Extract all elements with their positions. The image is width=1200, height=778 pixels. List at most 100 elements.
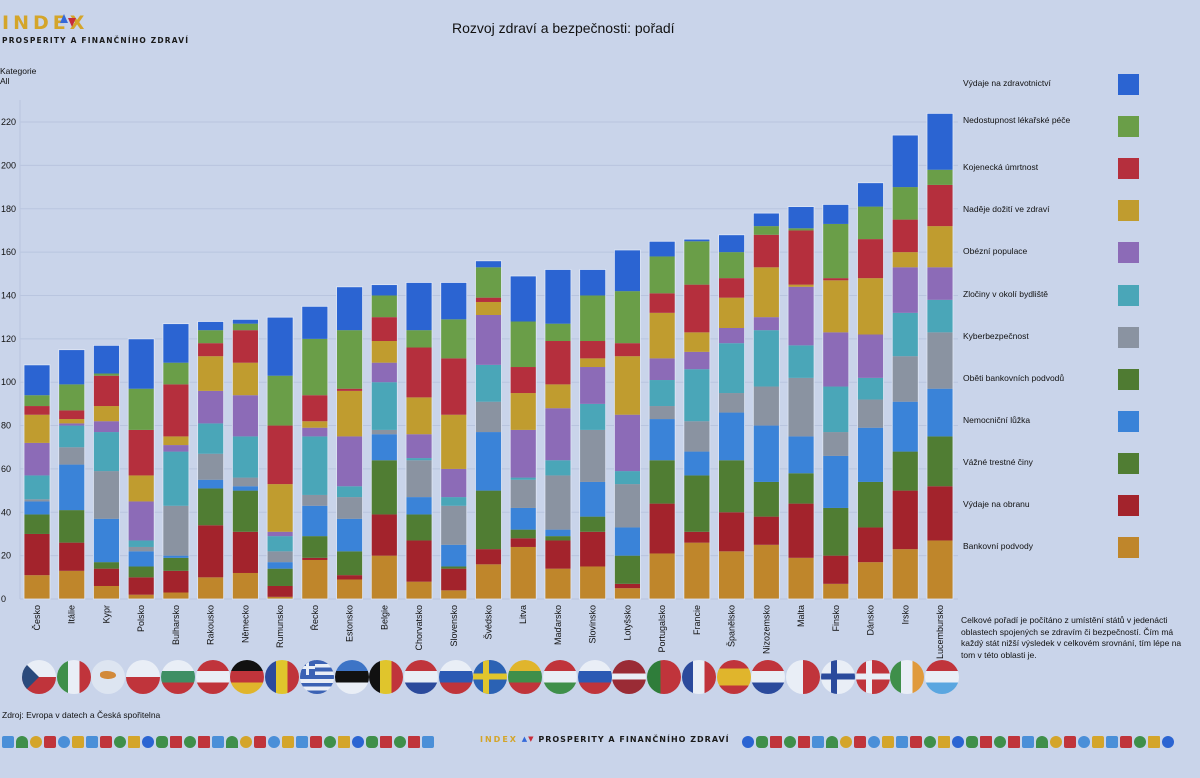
bar-segment[interactable]: Portugalsko – Naděje dožití ve zdraví: 2… [649,312,676,359]
bar-segment[interactable]: Francie – Zločiny v okolí bydliště: 24 [683,369,710,422]
bar-segment[interactable]: Dánsko – Vážné trestné činy: 21 [857,481,884,528]
bar-segment[interactable]: Litva – Nedostupnost lékařské péče: 21 [510,321,537,368]
bar-segment[interactable]: Švédsko – Kyberbezpečnost: 14 [475,401,502,433]
bar-segment[interactable]: Německo – Nedostupnost lékařské péče: 3 [232,323,259,331]
bar-segment[interactable]: Estonsko – Kyberbezpečnost: 10 [336,497,363,519]
bar-segment[interactable]: Kypr – Obézní populace: 5 [93,421,120,433]
bar-segment[interactable]: Kypr – Naděje dožití ve zdraví: 7 [93,406,120,422]
bar-segment[interactable]: Polsko – Obézní populace: 18 [128,501,155,541]
bar-segment[interactable]: Maďarsko – Nemocniční lůžka: 3 [544,529,571,537]
bar-segment[interactable]: Irsko – Zločiny v okolí bydliště: 20 [892,312,919,357]
bar-segment[interactable]: Belgie – Nedostupnost lékařské péče: 10 [371,295,398,318]
bar-segment[interactable]: Švédsko – Naděje dožití ve zdraví: 6 [475,301,502,315]
category-filter[interactable]: Kategorie All [0,66,36,86]
bar-segment[interactable]: Slovinsko – Výdaje na obranu: 16 [579,531,606,567]
bar-segment[interactable]: Belgie – Vážné trestné činy: 25 [371,460,398,515]
bar-segment[interactable]: Bulharsko – Nemocniční lůžka: 1 [162,555,189,558]
bar-segment[interactable]: Belgie – Nemocniční lůžka: 12 [371,434,398,461]
bar-segment[interactable]: Belgie – Obézní populace: 9 [371,362,398,383]
bar-segment[interactable]: Portugalsko – Nedostupnost lékařské péče… [649,256,676,294]
bar-segment[interactable]: Irsko – Kyberbezpečnost: 21 [892,356,919,402]
bar-segment[interactable]: Itálie – Nedostupnost lékařské péče: 12 [58,384,85,411]
bar-segment[interactable]: Slovinsko – Kyberbezpečnost: 24 [579,429,606,482]
bar-segment[interactable]: Slovinsko – Zločiny v okolí bydliště: 12 [579,403,606,430]
bar-segment[interactable]: Chorvatsko – Nemocniční lůžka: 8 [406,497,433,515]
bar-segment[interactable]: Malta – Vážné trestné činy: 14 [788,473,815,504]
bar-segment[interactable]: Litva – Vážné trestné činy: 4 [510,529,537,539]
bar-segment[interactable]: Maďarsko – Vážné trestné činy: 2 [544,536,571,541]
bar-segment[interactable]: Nizozemsko – Vážné trestné činy: 16 [753,481,780,517]
bar-segment[interactable]: Kypr – Vážné trestné činy: 3 [93,562,120,569]
bar-segment[interactable]: Česko – Naděje dožití ve zdraví: 13 [24,414,50,443]
bar-segment[interactable]: Chorvatsko – Kyberbezpečnost: 17 [406,460,433,498]
bar-segment[interactable]: Rumunsko – Zločiny v okolí bydliště: 7 [267,536,294,552]
bar-segment[interactable]: Chorvatsko – Výdaje na obranu: 19 [406,540,433,582]
bar-segment[interactable]: Irsko – Bankovní podvody: 23 [892,549,919,599]
bar-segment[interactable]: Itálie – Obézní populace: 1 [58,423,85,426]
bar-segment[interactable]: Česko – Kyberbezpečnost: 1 [24,499,50,502]
bar-segment[interactable]: Řecko – Zločiny v okolí bydliště: 27 [301,436,328,495]
bar-segment[interactable]: Estonsko – Naděje dožití ve zdraví: 21 [336,390,363,437]
legend-item[interactable]: Obézní populace [963,242,1193,272]
bar-segment[interactable]: Litva – Výdaje na zdravotnictví: 21 [510,275,537,322]
bar-segment[interactable]: Dánsko – Výdaje na zdravotnictví: 11 [857,182,884,207]
bar-segment[interactable]: Francie – Nedostupnost lékařské péče: 20 [683,241,710,285]
bar-segment[interactable]: Francie – Vážné trestné činy: 26 [683,475,710,532]
bar-segment[interactable]: Maďarsko – Výdaje na zdravotnictví: 25 [544,269,571,324]
bar-segment[interactable]: Španělsko – Kojenecká úmrtnost: 9 [718,278,745,298]
bar-segment[interactable]: Polsko – Nemocniční lůžka: 7 [128,551,155,567]
bar-segment[interactable]: Dánsko – Naděje dožití ve zdraví: 26 [857,278,884,335]
bar-segment[interactable]: Česko – Obézní populace: 15 [24,442,50,476]
bar-segment[interactable]: Polsko – Vážné trestné činy: 5 [128,566,155,578]
bar-segment[interactable]: Lotyšsko – Výdaje na obranu: 2 [614,583,641,589]
bar-segment[interactable]: Řecko – Výdaje na zdravotnictví: 15 [301,306,328,339]
bar-segment[interactable]: Řecko – Bankovní podvody: 18 [301,559,328,599]
bar-segment[interactable]: Kypr – Kyberbezpečnost: 22 [93,471,120,519]
bar-segment[interactable]: Rumunsko – Bankovní podvody: 1 [267,596,294,599]
bar-segment[interactable]: Slovensko – Nedostupnost lékařské péče: … [440,319,467,359]
bar-segment[interactable]: Estonsko – Kojenecká úmrtnost: 1 [336,388,363,391]
bar-segment[interactable]: Francie – Bankovní podvody: 26 [683,542,710,599]
bar-segment[interactable]: Lotyšsko – Nedostupnost lékařské péče: 2… [614,291,641,344]
bar-segment[interactable]: Finsko – Naděje dožití ve zdraví: 24 [822,280,849,333]
bar-segment[interactable]: Malta – Výdaje na obranu: 25 [788,503,815,558]
bar-segment[interactable]: Rakousko – Nemocniční lůžka: 4 [197,479,224,489]
bar-segment[interactable]: Itálie – Zločiny v okolí bydliště: 10 [58,425,85,448]
bar-segment[interactable]: Rumunsko – Výdaje na zdravotnictví: 27 [267,317,294,376]
bar-segment[interactable]: Portugalsko – Výdaje na zdravotnictví: 7 [649,241,676,257]
bar-segment[interactable]: Finsko – Výdaje na obranu: 13 [822,555,849,584]
bar-segment[interactable]: Nizozemsko – Výdaje na zdravotnictví: 6 [753,213,780,227]
legend-item[interactable]: Vážné trestné činy [963,452,1193,483]
bar-segment[interactable]: Nizozemsko – Zločiny v okolí bydliště: 2… [753,330,780,387]
bar-segment[interactable]: Řecko – Kojenecká úmrtnost: 12 [301,395,328,422]
bar-segment[interactable]: Německo – Zločiny v okolí bydliště: 19 [232,436,259,478]
bar-segment[interactable]: Španělsko – Obézní populace: 7 [718,328,745,344]
bar-segment[interactable]: Estonsko – Výdaje na zdravotnictví: 20 [336,286,363,331]
bar-segment[interactable]: Litva – Zločiny v okolí bydliště: 1 [510,477,537,480]
bar-segment[interactable]: Lotyšsko – Zločiny v okolí bydliště: 6 [614,471,641,485]
bar-segment[interactable]: Estonsko – Výdaje na obranu: 2 [336,575,363,580]
bar-segment[interactable]: Slovensko – Výdaje na obranu: 10 [440,568,467,591]
bar-segment[interactable]: Nizozemsko – Obézní populace: 6 [753,317,780,331]
bar-segment[interactable]: Bulharsko – Obézní populace: 3 [162,445,189,452]
bar-segment[interactable]: Irsko – Výdaje na zdravotnictví: 24 [892,135,919,188]
bar-segment[interactable]: Maďarsko – Kojenecká úmrtnost: 20 [544,341,571,385]
bar-segment[interactable]: Bulharsko – Vážné trestné činy: 6 [162,557,189,571]
bar-segment[interactable]: Rakousko – Nedostupnost lékařské péče: 6 [197,330,224,344]
bar-segment[interactable]: Bulharsko – Výdaje na obranu: 10 [162,570,189,593]
bar-segment[interactable]: Lotyšsko – Nemocniční lůžka: 13 [614,527,641,556]
bar-segment[interactable]: Francie – Kojenecká úmrtnost: 22 [683,284,710,333]
bar-segment[interactable]: Česko – Vážné trestné činy: 9 [24,514,50,534]
bar-segment[interactable]: Dánsko – Obézní populace: 20 [857,334,884,378]
bar-segment[interactable]: Belgie – Kyberbezpečnost: 2 [371,429,398,435]
bar-segment[interactable]: Itálie – Výdaje na obranu: 13 [58,542,85,571]
bar-segment[interactable]: Finsko – Bankovní podvody: 7 [822,583,849,599]
bar-segment[interactable]: Irsko – Výdaje na obranu: 27 [892,490,919,550]
bar-segment[interactable]: Finsko – Kyberbezpečnost: 11 [822,432,849,456]
bar-segment[interactable]: Portugalsko – Nemocniční lůžka: 19 [649,419,676,461]
bar-segment[interactable]: Malta – Bankovní podvody: 19 [788,557,815,599]
bar-segment[interactable]: Belgie – Naděje dožití ve zdraví: 10 [371,341,398,363]
bar-segment[interactable]: Česko – Zločiny v okolí bydliště: 11 [24,475,50,500]
bar-segment[interactable]: Irsko – Nemocniční lůžka: 23 [892,401,919,452]
bar-segment[interactable]: Dánsko – Kojenecká úmrtnost: 18 [857,239,884,279]
